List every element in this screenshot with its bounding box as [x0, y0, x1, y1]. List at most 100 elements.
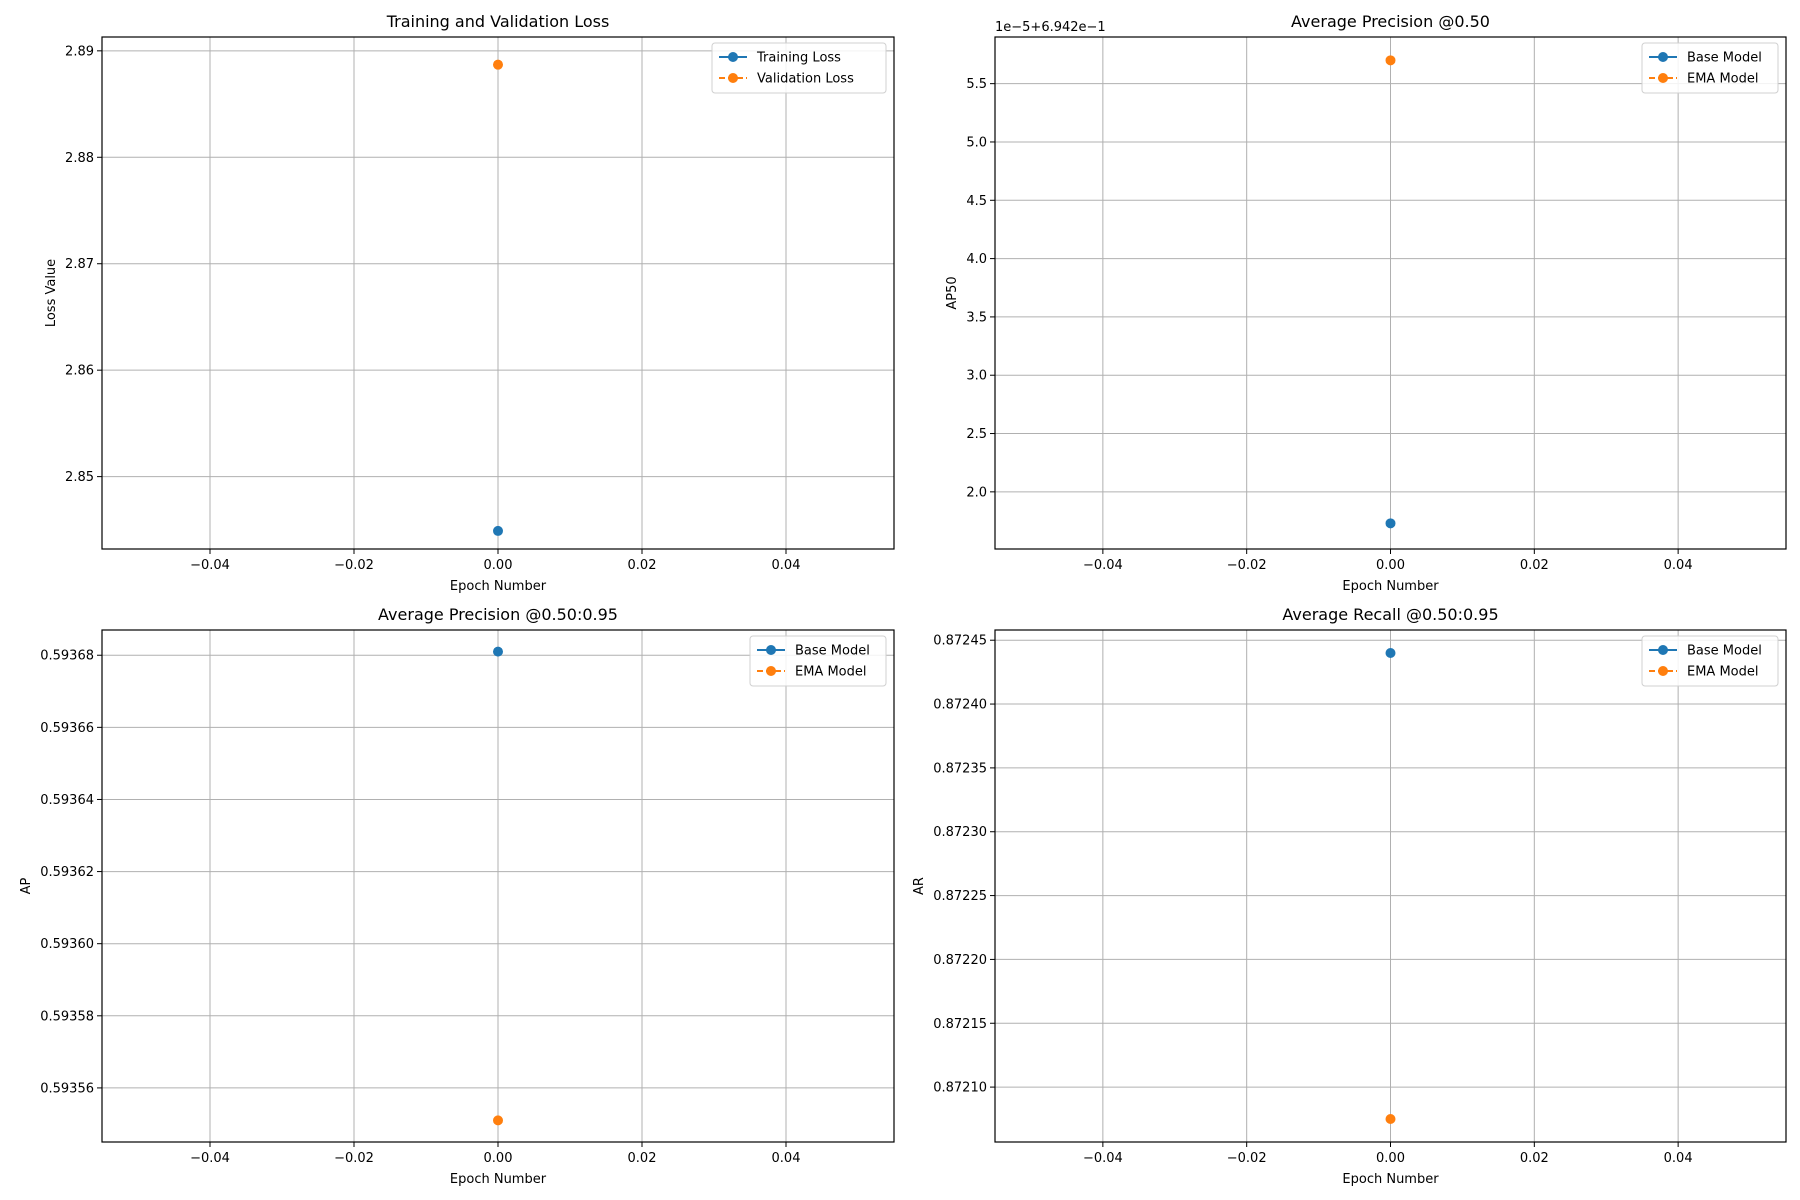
x-tick-label: −0.04 — [1083, 558, 1123, 573]
y-tick-label: 0.59364 — [40, 793, 94, 808]
x-tick-label: 0.00 — [484, 558, 513, 573]
x-axis-label: Epoch Number — [450, 1172, 547, 1187]
data-point-base-model — [493, 646, 503, 657]
x-axis-label: Epoch Number — [1342, 1172, 1439, 1187]
legend: Base Model EMA Model — [749, 635, 887, 687]
grid-lines — [995, 37, 1786, 549]
y-tick-label: 4.0 — [966, 252, 987, 267]
y-axis: 0.87210 0.87215 0.87220 0.87225 0.87230 0.872… — [933, 634, 995, 1096]
legend-item-base-model: Base Model — [1649, 644, 1762, 659]
x-tick-label: 0.04 — [772, 1151, 801, 1166]
y-tick-label: 0.87210 — [933, 1081, 987, 1096]
x-axis: −0.04 −0.02 0.00 0.02 0.04 — [1083, 1142, 1693, 1166]
legend-label: Validation Loss — [757, 72, 854, 87]
x-tick-label: 0.04 — [772, 558, 801, 573]
y-tick-label: 3.5 — [966, 310, 987, 325]
legend-item-ema-model: EMA Model — [1649, 72, 1759, 87]
legend-box — [1641, 635, 1779, 687]
y-tick-label: 0.59362 — [40, 865, 94, 880]
x-axis: −0.04 −0.02 0.00 0.02 0.04 — [190, 1142, 800, 1166]
y-tick-label: 2.85 — [65, 470, 94, 485]
x-tick-label: 0.00 — [484, 1151, 513, 1166]
legend-marker-icon — [1658, 52, 1668, 62]
y-tick-label: 2.5 — [966, 427, 987, 442]
legend-item-ema-model: EMA Model — [757, 665, 867, 680]
y-tick-label: 0.59368 — [40, 649, 94, 664]
legend-box — [711, 42, 887, 94]
y-axis: 0.59356 0.59358 0.59360 0.59362 0.59364 0.593… — [40, 649, 102, 1096]
x-axis-label: Epoch Number — [450, 579, 547, 594]
data-point-base-model — [1385, 647, 1396, 658]
subplot-3: −0.04 −0.02 0.00 0.02 0.04 Epoch Number 0.5935… — [19, 605, 895, 1187]
x-tick-label: −0.02 — [334, 1151, 374, 1166]
legend-label: Base Model — [1687, 644, 1762, 659]
legend-marker-icon — [766, 666, 776, 676]
y-tick-label: 2.86 — [65, 364, 94, 379]
chart-title: Average Recall @0.50:0.95 — [1282, 605, 1498, 624]
y-tick-label: 0.87215 — [933, 1017, 987, 1032]
legend-item-ema-model: EMA Model — [1649, 665, 1759, 680]
x-tick-label: −0.02 — [334, 558, 374, 573]
y-axis-label: AP — [19, 877, 34, 894]
y-tick-label: 0.87235 — [933, 761, 987, 776]
y-tick-label: 0.59356 — [40, 1081, 94, 1096]
y-tick-label: 0.59360 — [40, 937, 94, 952]
y-tick-label: 2.87 — [65, 257, 94, 272]
x-axis: −0.04 −0.02 0.00 0.02 0.04 — [1083, 549, 1693, 573]
y-tick-label: 0.87225 — [933, 889, 987, 904]
x-tick-label: −0.04 — [1083, 1151, 1123, 1166]
legend-label: Training Loss — [756, 51, 841, 66]
legend-marker-icon — [1658, 645, 1668, 655]
y-tick-label: 2.0 — [966, 485, 987, 500]
x-tick-label: 0.02 — [1520, 558, 1549, 573]
grid-lines — [995, 630, 1786, 1142]
y-tick-label: 0.87245 — [933, 634, 987, 649]
data-point-training-loss — [493, 525, 503, 536]
y-tick-label: 4.5 — [966, 194, 987, 209]
x-tick-label: 0.00 — [1376, 558, 1405, 573]
chart-title: Average Precision @0.50:0.95 — [378, 605, 618, 624]
data-point-ema-model — [493, 1115, 503, 1126]
legend-item-base-model: Base Model — [757, 644, 870, 659]
legend-item-validation-loss: Validation Loss — [719, 72, 854, 87]
subplot-2: −0.04 −0.02 0.00 0.02 0.04 Epoch Number 2.0 2.5… — [945, 12, 1787, 594]
legend-label: EMA Model — [1687, 665, 1759, 680]
data-point-validation-loss — [493, 59, 503, 70]
legend-marker-icon — [1658, 666, 1668, 676]
grid-lines — [102, 37, 894, 549]
x-tick-label: 0.02 — [1520, 1151, 1549, 1166]
subplot-4: −0.04 −0.02 0.00 0.02 0.04 Epoch Number 0.8721… — [912, 605, 1787, 1187]
x-tick-label: −0.04 — [190, 558, 230, 573]
y-axis: 2.0 2.5 3.0 3.5 4.0 4.5 5.0 5.5 — [966, 77, 995, 500]
y-tick-label: 2.89 — [65, 44, 94, 59]
x-axis: −0.04 −0.02 0.00 0.02 0.04 — [190, 549, 800, 573]
legend-box — [1641, 42, 1779, 94]
x-tick-label: 0.02 — [628, 558, 657, 573]
legend-marker-icon — [1658, 73, 1668, 83]
y-tick-label: 0.59366 — [40, 721, 94, 736]
legend-label: Base Model — [1687, 51, 1762, 66]
y-axis-label: Loss Value — [44, 259, 59, 327]
y-tick-label: 0.87240 — [933, 698, 987, 713]
subplot-1: −0.04 −0.02 0.00 0.02 0.04 Epoch Number 2.85 2.… — [44, 12, 895, 594]
x-tick-label: 0.04 — [1664, 558, 1693, 573]
x-tick-label: 0.02 — [628, 1151, 657, 1166]
legend-label: EMA Model — [795, 665, 867, 680]
y-tick-label: 5.5 — [966, 77, 987, 92]
data-point-ema-model — [1385, 1114, 1396, 1125]
y-axis: 2.85 2.86 2.87 2.88 2.89 — [65, 44, 102, 485]
legend: Training Loss Validation Loss — [711, 42, 887, 94]
x-axis-label: Epoch Number — [1342, 579, 1439, 594]
x-tick-label: −0.04 — [190, 1151, 230, 1166]
y-tick-label: 0.59358 — [40, 1009, 94, 1024]
data-point-base-model — [1385, 518, 1396, 529]
legend: Base Model EMA Model — [1641, 42, 1779, 94]
legend-marker-icon — [728, 52, 738, 62]
x-tick-label: −0.02 — [1227, 558, 1267, 573]
legend-label: EMA Model — [1687, 72, 1759, 87]
y-tick-label: 3.0 — [966, 369, 987, 384]
x-tick-label: 0.04 — [1664, 1151, 1693, 1166]
legend-marker-icon — [728, 73, 738, 83]
legend-item-base-model: Base Model — [1649, 51, 1762, 66]
